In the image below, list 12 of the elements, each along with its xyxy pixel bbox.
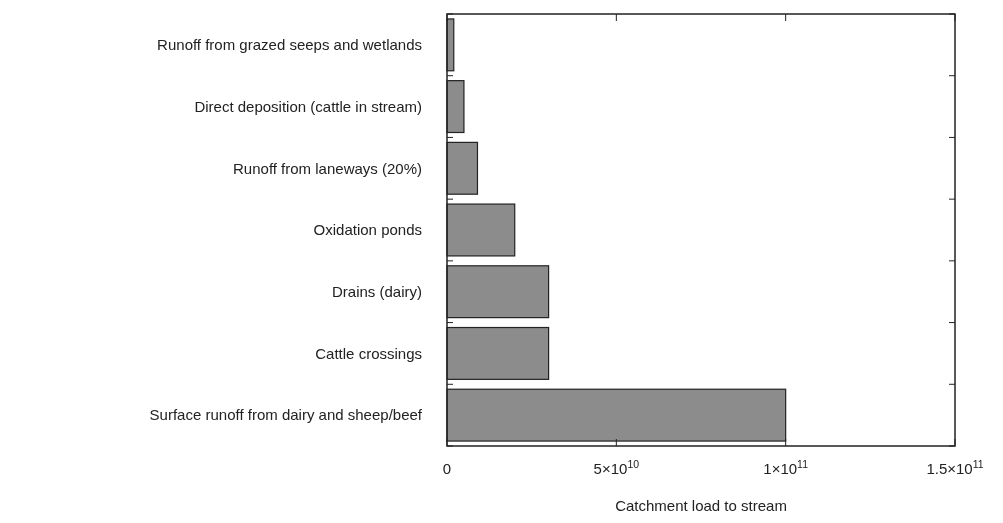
x-tick-label: 0 (442, 460, 452, 477)
y-tick-label: Oxidation ponds (313, 221, 422, 239)
x-tick-label: 1×10$^{11}$ (763, 458, 809, 477)
y-tick-label: Runoff from grazed seeps and wetlands (157, 36, 422, 54)
y-tick-label: Drains (dairy) (331, 282, 422, 300)
y-tick-label: Direct deposition (cattle in stream) (194, 97, 422, 115)
y-tick-label: Cattle crossings (315, 344, 422, 362)
x-tick-label: 1.5×10$^{11}$ (926, 458, 984, 477)
x-tick-label: 5×10$^{10}$ (593, 458, 640, 477)
x-axis-title: Catchment load to stream (615, 497, 787, 514)
y-tick-label: Runoff from laneways (20%) (233, 159, 422, 177)
y-tick-label: Surface runoff from dairy and sheep/beef (149, 406, 423, 424)
